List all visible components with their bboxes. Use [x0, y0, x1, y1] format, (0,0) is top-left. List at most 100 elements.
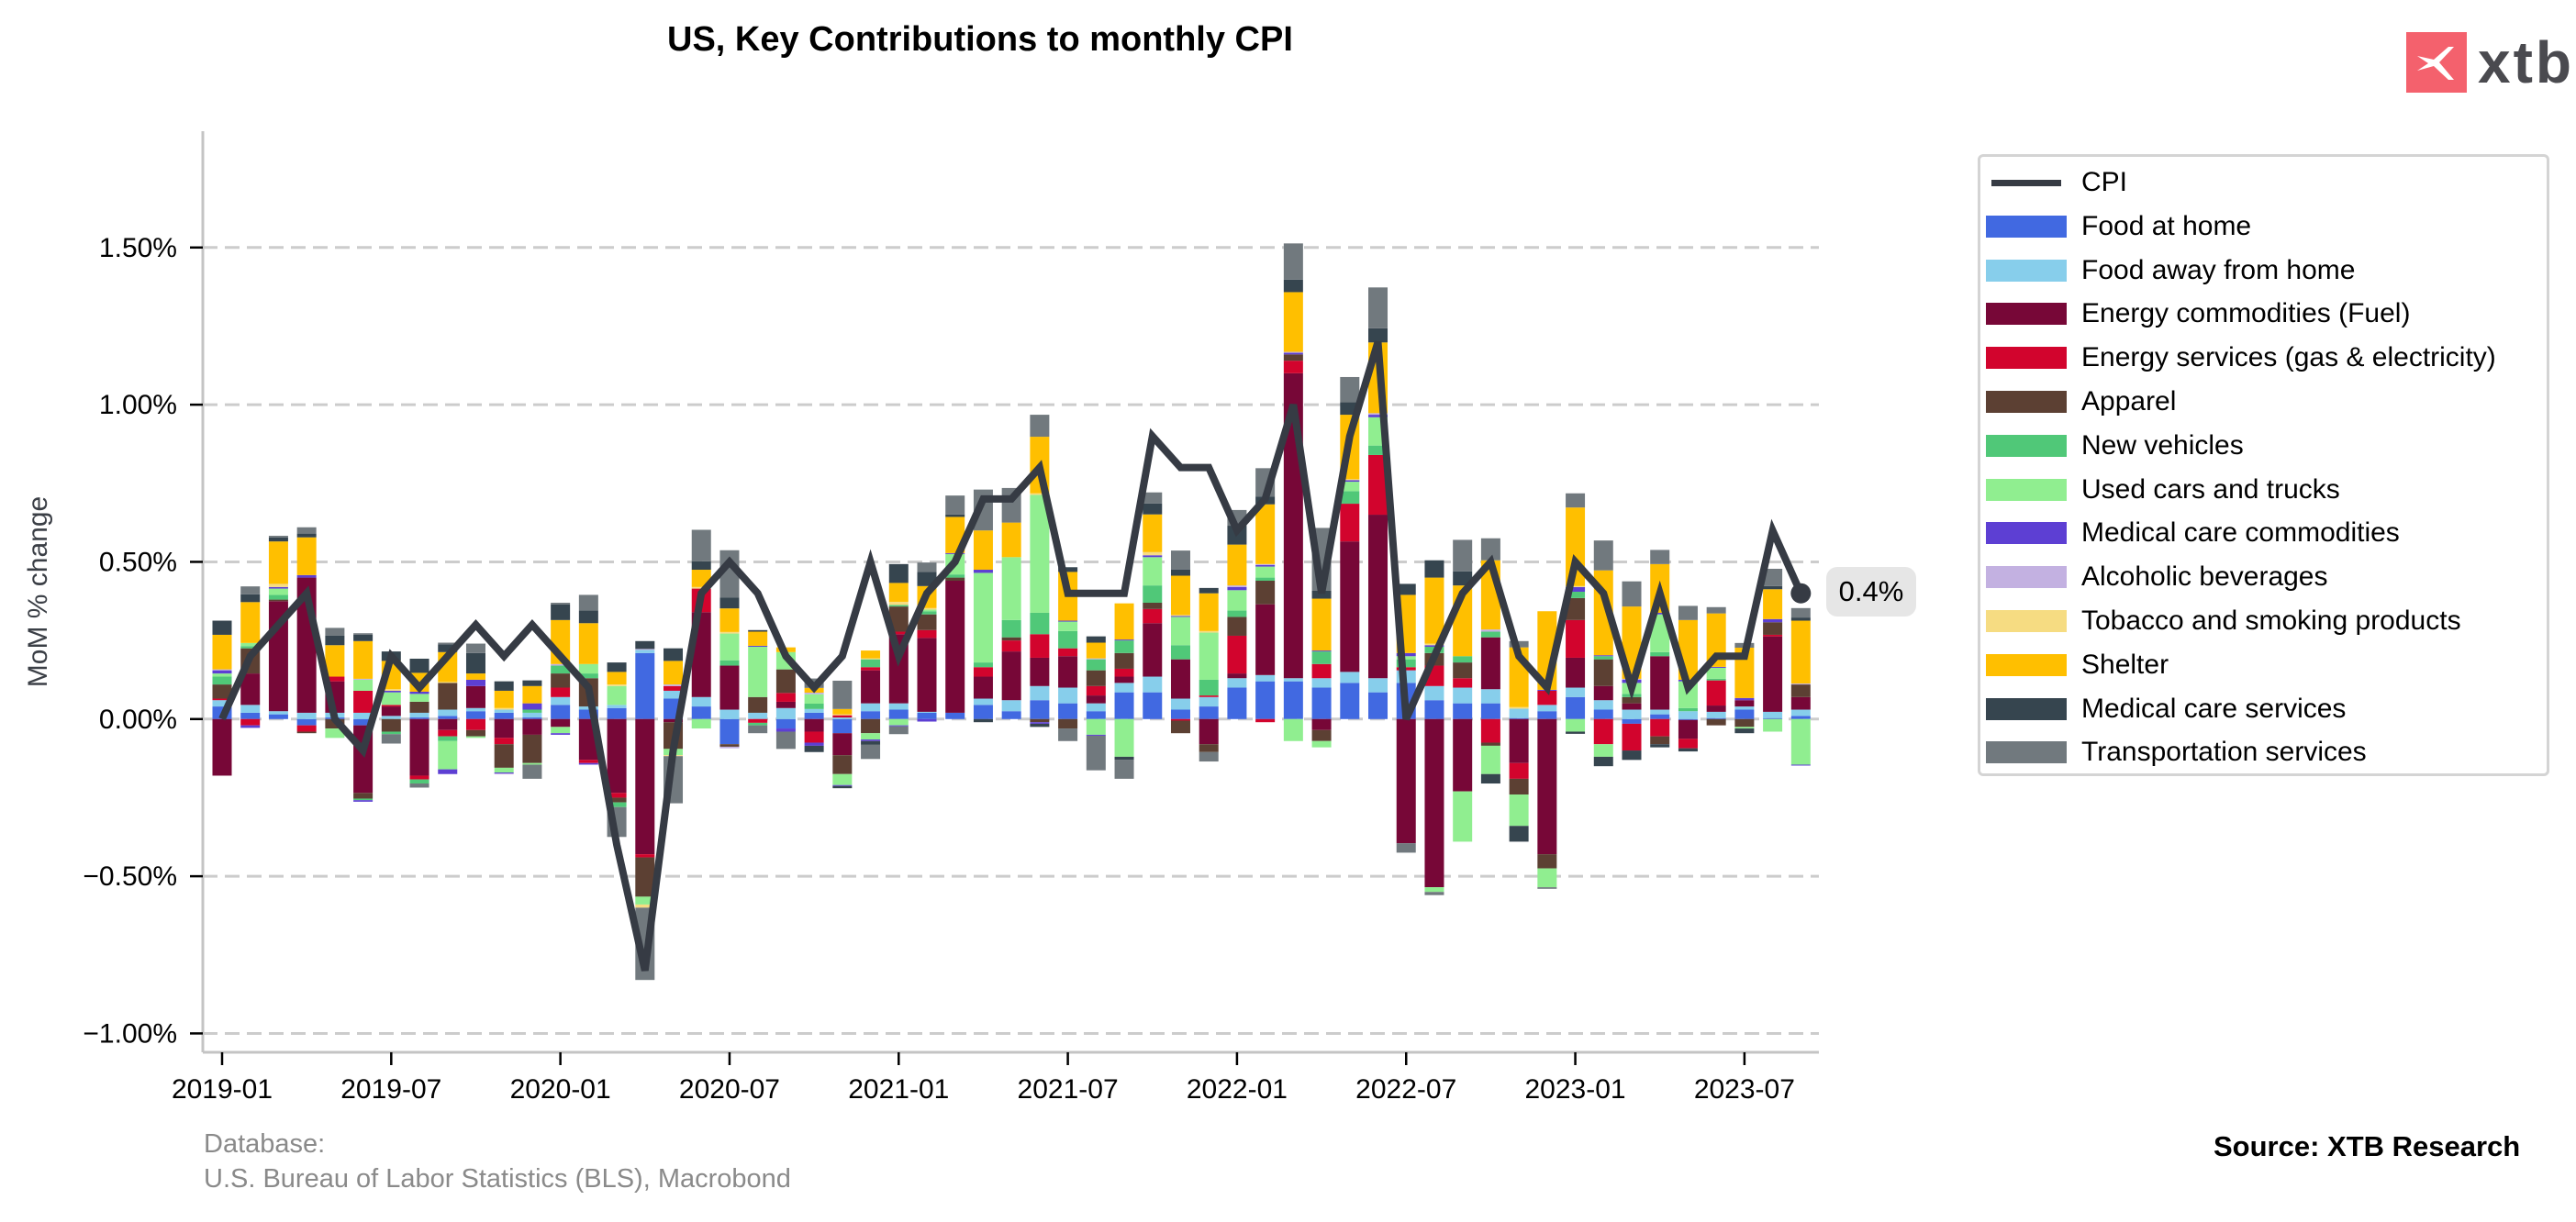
bar-segment: [522, 709, 542, 713]
bar-segment: [381, 689, 401, 691]
bar-segment: [1678, 718, 1698, 720]
bar-segment: [1086, 658, 1106, 660]
bar-segment: [1255, 674, 1276, 682]
bar-segment: [1734, 709, 1755, 719]
bar-segment: [1227, 673, 1247, 679]
bar-segment: [607, 672, 627, 685]
bar-segment: [551, 733, 571, 735]
bar-segment: [1001, 640, 1021, 652]
bar-segment: [1086, 659, 1106, 671]
bar-segment: [268, 541, 288, 584]
bar-segment: [1058, 621, 1078, 631]
bar-segment: [917, 611, 937, 615]
bar-segment: [1199, 695, 1219, 697]
bar-segment: [664, 690, 684, 699]
legend-item: Medical care services: [1980, 689, 2346, 729]
bar-segment: [1340, 376, 1360, 403]
bar-segment: [607, 684, 627, 686]
bar-segment: [1199, 706, 1219, 719]
bar-segment: [1396, 718, 1416, 844]
bar-stack: [494, 681, 514, 775]
legend-swatch: [1986, 215, 2067, 238]
bar-segment: [578, 709, 598, 719]
bar-stack: [1170, 550, 1190, 734]
bar-segment: [1227, 590, 1247, 611]
bar-segment: [832, 680, 853, 709]
bar-segment: [1424, 685, 1444, 701]
bar-segment: [1678, 748, 1698, 752]
bar-segment: [748, 722, 768, 726]
bar-segment: [945, 577, 965, 582]
bar-segment: [1030, 722, 1050, 724]
bar-segment: [240, 725, 261, 728]
bar-segment: [1170, 550, 1190, 570]
bar-segment: [832, 708, 853, 715]
legend-swatch: [1986, 522, 2067, 545]
bar-segment: [438, 642, 458, 645]
bar-segment: [522, 718, 542, 735]
bar-segment: [1790, 683, 1811, 685]
bar-segment: [775, 731, 796, 750]
bar-segment: [804, 718, 824, 732]
bar-segment: [719, 746, 740, 749]
bar-segment: [1453, 571, 1473, 586]
bar-segment: [1566, 586, 1586, 592]
bar-segment: [1734, 697, 1755, 701]
bar-segment: [719, 718, 740, 745]
bar-segment: [212, 698, 232, 701]
legend-label: Used cars and trucks: [2081, 473, 2340, 505]
bar-segment: [494, 773, 514, 775]
bar-segment: [1622, 709, 1642, 719]
bar-segment: [1566, 731, 1586, 734]
bar-stack: [1509, 640, 1529, 842]
bar-segment: [1001, 637, 1021, 641]
bar-segment: [832, 717, 853, 719]
bar-segment: [494, 772, 514, 774]
bar-segment: [1058, 703, 1078, 719]
bar-segment: [578, 673, 598, 679]
bar-stack: [945, 495, 965, 719]
bar-segment: [973, 662, 993, 668]
bar-segment: [1480, 629, 1500, 632]
bar-stack: [1593, 540, 1613, 767]
bar-segment: [381, 692, 401, 705]
bar-segment: [1424, 718, 1444, 888]
bar-segment: [1678, 681, 1698, 708]
bar-segment: [917, 629, 937, 639]
bar-segment: [1170, 698, 1190, 710]
bar-stack: [1030, 415, 1050, 728]
bar-segment: [635, 640, 655, 650]
x-tick-label: 2021-01: [848, 1074, 949, 1105]
legend-item: Apparel: [1980, 382, 2176, 422]
bar-segment: [1650, 550, 1670, 564]
bar-segment: [1509, 717, 1529, 719]
bar-segment: [381, 716, 401, 719]
bar-segment: [1311, 687, 1332, 719]
legend: CPI Food at home Food away from home Energ…: [1978, 154, 2549, 776]
bar-segment: [1706, 666, 1726, 668]
bar-segment: [494, 712, 514, 719]
bar-segment: [465, 679, 485, 686]
bar-segment: [1001, 700, 1021, 712]
bar-segment: [438, 718, 458, 730]
bar-segment: [409, 701, 429, 713]
bar-segment: [578, 663, 598, 674]
bar-segment: [353, 798, 374, 801]
bar-segment: [888, 631, 909, 635]
bar-stack: [1199, 587, 1219, 762]
bar-segment: [719, 660, 740, 666]
bar-segment: [1030, 612, 1050, 635]
bar-segment: [1790, 696, 1811, 710]
bar-stack: [832, 680, 853, 789]
bar-segment: [804, 731, 824, 743]
bar-segment: [1058, 567, 1078, 572]
bar-segment: [522, 680, 542, 686]
bar-segment: [494, 744, 514, 768]
x-tick-label: 2020-07: [679, 1074, 780, 1105]
x-tick-label: 2022-07: [1355, 1074, 1456, 1105]
bar-segment: [1593, 744, 1613, 757]
bar-segment: [1311, 651, 1332, 664]
cpi-last-point: [1790, 583, 1812, 604]
bar-stack: [748, 629, 768, 734]
